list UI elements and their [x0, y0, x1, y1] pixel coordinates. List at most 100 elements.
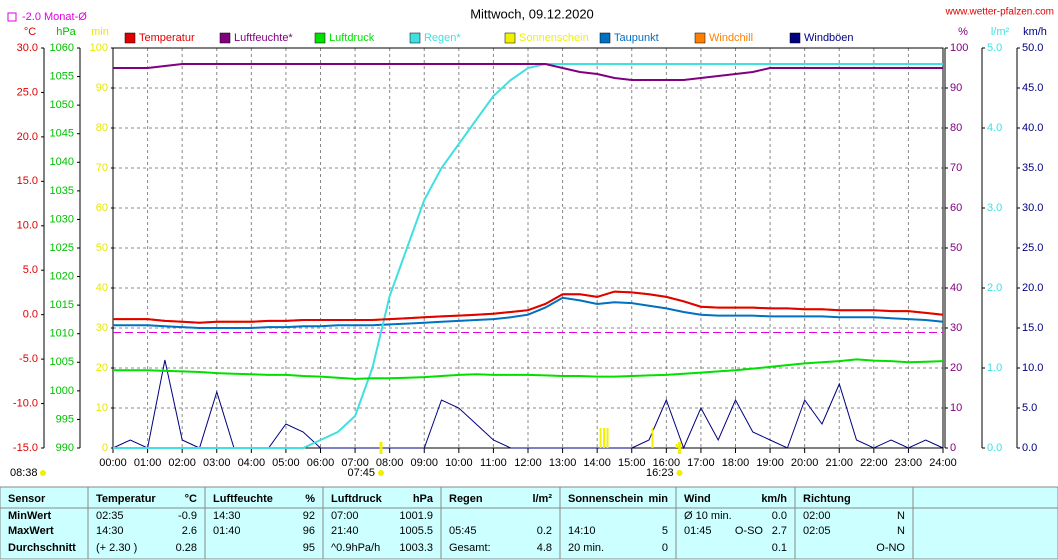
legend-label: Temperatur — [139, 32, 195, 44]
table-cell: 14:30 — [213, 510, 241, 522]
table-cell: 0.2 — [537, 525, 552, 537]
y-tick-label: 0 — [102, 442, 108, 454]
table-cell: 20 min. — [568, 542, 604, 554]
y-tick-label: 70 — [96, 162, 108, 174]
y-tick-label: 1055 — [50, 70, 74, 82]
monthly-mean-label: -2.0 Monat-Ø — [22, 11, 87, 23]
sunshine-bar — [603, 428, 606, 448]
sun-icon — [378, 470, 385, 476]
table-cell: -0.9 — [178, 510, 197, 522]
legend-swatch — [789, 32, 801, 44]
table-cell: 01:45 — [684, 525, 712, 537]
table-cell: O-NO — [876, 542, 905, 554]
y-tick-label: 1060 — [50, 42, 74, 54]
table-cell: 95 — [303, 542, 315, 554]
y-tick-label: 10.0 — [17, 220, 38, 232]
table-cell: N — [897, 510, 905, 522]
y-tick-label: 20.0 — [17, 131, 38, 143]
y-tick-label: 45.0 — [1022, 82, 1043, 94]
table-cell: 02:00 — [803, 510, 831, 522]
legend-swatch — [504, 32, 516, 44]
sunshine-bar — [599, 428, 602, 448]
table-cell: Sensor — [8, 493, 46, 505]
table-cell: (+ 2.30 ) — [96, 542, 137, 554]
y-tick-label: 20 — [950, 362, 962, 374]
x-tick-label: 09:00 — [410, 457, 438, 469]
x-tick-label: 01:00 — [134, 457, 162, 469]
y-tick-label: 30.0 — [1022, 202, 1043, 214]
y-tick-label: 50.0 — [1022, 42, 1043, 54]
table-cell: 14:10 — [568, 525, 596, 537]
y-tick-label: 30.0 — [17, 42, 38, 54]
legend-label: Regen* — [424, 32, 461, 44]
y-tick-label: 0.0 — [1022, 442, 1037, 454]
x-tick-label: 12:00 — [514, 457, 542, 469]
annotation: 07:45 — [347, 467, 375, 479]
y-tick-label: 40 — [96, 282, 108, 294]
y-tick-label: 100 — [950, 42, 968, 54]
y-tick-label: 20.0 — [1022, 282, 1043, 294]
y-tick-label: 15.0 — [17, 175, 38, 187]
table-cell: Luftdruck — [331, 493, 383, 505]
y-tick-label: 1005 — [50, 356, 74, 368]
chart-title: Mittwoch, 09.12.2020 — [470, 6, 594, 21]
y-tick-label: 20 — [96, 362, 108, 374]
x-tick-label: 14:00 — [583, 457, 611, 469]
series-line — [113, 63, 943, 81]
y-tick-label: -15.0 — [13, 442, 38, 454]
legend-label: Luftfeuchte* — [234, 32, 293, 44]
x-tick-label: 07:00 — [341, 457, 369, 469]
table-cell: 96 — [303, 525, 315, 537]
table-cell: ^0.9hPa/h — [331, 542, 380, 554]
y-tick-label: 1025 — [50, 242, 74, 254]
x-tick-label: 19:00 — [756, 457, 784, 469]
x-tick-label: 17:00 — [687, 457, 715, 469]
sun-icon — [40, 470, 46, 476]
table-cell: Durchschnitt — [8, 542, 76, 554]
y-tick-label: 80 — [950, 122, 962, 134]
table-cell: 0.0 — [772, 510, 787, 522]
table-cell: min — [648, 493, 668, 505]
table-cell: km/h — [761, 493, 787, 505]
legend-label: Windböen — [804, 32, 854, 44]
y-tick-label: 60 — [950, 202, 962, 214]
y-axis-unit: min — [91, 26, 109, 38]
y-tick-label: 25.0 — [1022, 242, 1043, 254]
table-cell: 14:30 — [96, 525, 124, 537]
legend-swatch — [694, 32, 706, 44]
table-cell: 0.1 — [772, 542, 787, 554]
series-line — [113, 358, 944, 380]
legend-label: Sonnenschein — [519, 32, 589, 44]
y-tick-label: 2.0 — [987, 282, 1002, 294]
y-tick-label: 1035 — [50, 185, 74, 197]
y-tick-label: 35.0 — [1022, 162, 1043, 174]
table-cell: O-SO — [735, 525, 764, 537]
table-cell: 1005.5 — [399, 525, 433, 537]
y-tick-label: 10 — [950, 402, 962, 414]
table-cell: 4.8 — [537, 542, 552, 554]
sunshine-bar — [606, 428, 609, 448]
table-cell: Richtung — [803, 493, 851, 505]
table-cell: MinWert — [8, 510, 52, 522]
annotation: 08:38 — [10, 467, 38, 479]
series-line — [113, 290, 944, 324]
y-axis-unit: km/h — [1023, 26, 1047, 38]
table-cell: Luftfeuchte — [213, 493, 273, 505]
x-tick-label: 20:00 — [791, 457, 819, 469]
y-axis-unit: °C — [24, 26, 36, 38]
x-tick-label: 21:00 — [825, 457, 853, 469]
y-axis-unit: l/m² — [991, 26, 1010, 38]
y-tick-label: 1000 — [50, 385, 74, 397]
table-cell: 2.7 — [772, 525, 787, 537]
legend-swatch — [124, 32, 136, 44]
table-cell: 02:35 — [96, 510, 124, 522]
y-tick-label: 5.0 — [987, 42, 1002, 54]
x-tick-label: 00:00 — [99, 457, 127, 469]
x-tick-label: 24:00 — [929, 457, 957, 469]
y-tick-label: 25.0 — [17, 86, 38, 98]
y-tick-label: 50 — [950, 242, 962, 254]
table-cell: % — [305, 493, 315, 505]
